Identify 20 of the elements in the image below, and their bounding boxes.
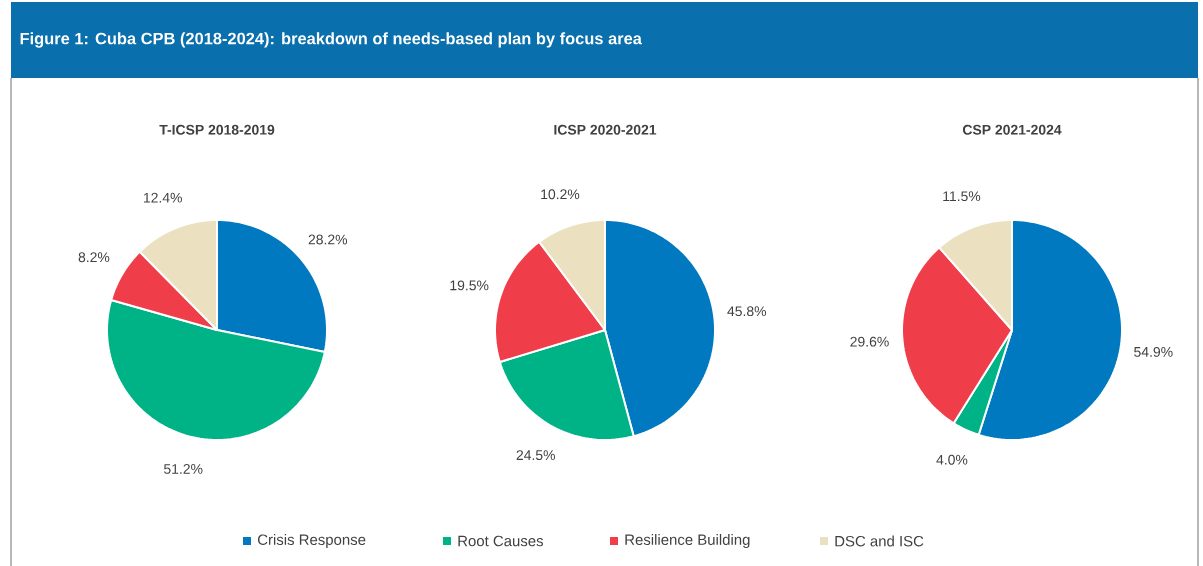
legend-label: Crisis Response (257, 534, 366, 548)
chart-title: T-ICSP 2018-2019 (159, 124, 275, 135)
data-label: 45.8% (727, 306, 767, 317)
caption: Figure 1: Cuba CPB (2018-2024): breakdown of needs-based plan by focus area (20, 32, 642, 48)
data-label: 11.5% (943, 191, 981, 202)
data-label: 19.5% (450, 280, 489, 291)
data-label: 4.0% (936, 454, 968, 465)
data-label: 54.9% (1134, 346, 1173, 357)
data-label: 28.2% (308, 234, 348, 245)
data-label: 51.2% (163, 463, 203, 474)
data-label: 8.2% (78, 252, 110, 263)
data-label: 29.6% (850, 336, 889, 347)
legend-label: Root Causes (458, 535, 544, 547)
chart-title: CSP 2021-2024 (962, 124, 1062, 135)
data-label: 12.4% (143, 192, 182, 203)
legend-label: Resilience Building (625, 534, 750, 548)
data-label: 10.2% (541, 189, 580, 200)
legend-label: DSC and ISC (835, 535, 924, 547)
chart-title: ICSP 2020-2021 (554, 124, 657, 135)
data-label: 24.5% (516, 450, 555, 461)
